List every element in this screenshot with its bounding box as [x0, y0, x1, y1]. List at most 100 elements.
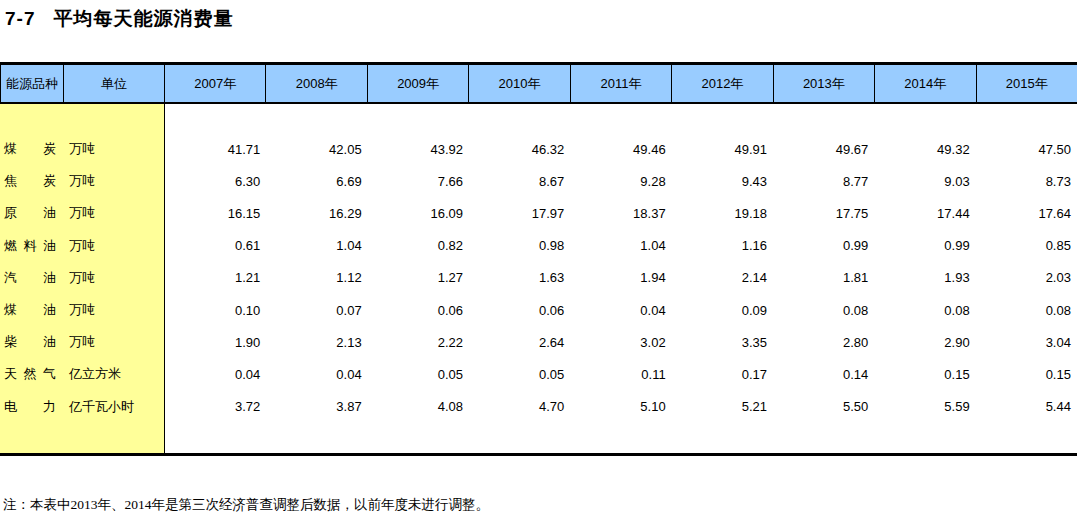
energy-type-cell: 电力: [0, 398, 64, 416]
value-cell: 1.93: [874, 270, 975, 285]
value-cell: 2.90: [874, 335, 975, 350]
energy-type-label: 原油: [4, 204, 56, 222]
energy-type-cell: 汽油: [0, 269, 64, 287]
value-cell: 7.66: [368, 174, 469, 189]
value-cell: 4.70: [469, 399, 570, 414]
value-cell: 6.69: [266, 174, 367, 189]
energy-type-cell: 柴油: [0, 333, 64, 351]
value-cell: 8.67: [469, 174, 570, 189]
value-cell: 49.67: [773, 142, 874, 157]
energy-type-label: 煤油: [4, 301, 56, 319]
value-cell: 0.85: [976, 238, 1077, 253]
value-cell: 17.75: [773, 206, 874, 221]
energy-table: 能源品种 单位 2007年2008年2009年2010年2011年2012年20…: [0, 62, 1077, 456]
value-cell: 0.09: [672, 303, 773, 318]
value-cell: 0.04: [570, 303, 671, 318]
value-cell: 2.80: [773, 335, 874, 350]
value-cell: 0.05: [469, 367, 570, 382]
value-cell: 0.08: [874, 303, 975, 318]
table-row: 煤炭万吨41.7142.0543.9246.3249.4649.9149.674…: [0, 133, 1077, 165]
value-cell: 18.37: [570, 206, 671, 221]
unit-cell: 万吨: [64, 237, 165, 255]
value-cell: 0.17: [672, 367, 773, 382]
unit-cell: 亿立方米: [64, 365, 165, 383]
page: 7-7 平均每天能源消费量 能源品种 单位 2007年2008年2009年2010…: [0, 0, 1077, 521]
value-cell: 3.02: [570, 335, 671, 350]
value-cell: 47.50: [976, 142, 1077, 157]
header-year: 2015年: [977, 65, 1077, 102]
energy-type-label: 煤炭: [4, 140, 56, 158]
value-cell: 0.14: [773, 367, 874, 382]
header-year: 2011年: [571, 65, 672, 102]
value-cell: 1.04: [266, 238, 367, 253]
header-year: 2010年: [469, 65, 570, 102]
value-cell: 1.12: [266, 270, 367, 285]
value-cell: 2.22: [368, 335, 469, 350]
value-cell: 2.14: [672, 270, 773, 285]
value-cell: 1.81: [773, 270, 874, 285]
value-cell: 0.08: [773, 303, 874, 318]
value-cell: 0.05: [368, 367, 469, 382]
value-cell: 8.73: [976, 174, 1077, 189]
table-row: 柴油万吨1.902.132.222.643.023.352.802.903.04: [0, 326, 1077, 358]
unit-cell: 万吨: [64, 269, 165, 287]
value-cell: 1.94: [570, 270, 671, 285]
value-cell: 49.46: [570, 142, 671, 157]
value-cell: 9.03: [874, 174, 975, 189]
value-cell: 5.50: [773, 399, 874, 414]
value-cell: 0.11: [570, 367, 671, 382]
value-cell: 0.10: [165, 303, 266, 318]
value-cell: 16.09: [368, 206, 469, 221]
value-cell: 0.82: [368, 238, 469, 253]
value-cell: 0.99: [874, 238, 975, 253]
value-cell: 1.90: [165, 335, 266, 350]
value-cell: 0.99: [773, 238, 874, 253]
value-cell: 0.06: [368, 303, 469, 318]
value-cell: 0.15: [976, 367, 1077, 382]
value-cell: 16.29: [266, 206, 367, 221]
table-row: 燃料油万吨0.611.040.820.981.041.160.990.990.8…: [0, 230, 1077, 262]
value-cell: 17.97: [469, 206, 570, 221]
header-year-cells: 2007年2008年2009年2010年2011年2012年2013年2014年…: [165, 65, 1077, 102]
value-cell: 1.63: [469, 270, 570, 285]
energy-type-cell: 原油: [0, 204, 64, 222]
energy-type-label: 燃料油: [4, 237, 56, 255]
value-cell: 5.21: [672, 399, 773, 414]
value-cell: 5.44: [976, 399, 1077, 414]
table-number: 7-7: [5, 8, 35, 29]
unit-cell: 万吨: [64, 301, 165, 319]
value-cell: 9.28: [570, 174, 671, 189]
value-cell: 17.44: [874, 206, 975, 221]
value-cell: 0.07: [266, 303, 367, 318]
table-row: 焦炭万吨6.306.697.668.679.289.438.779.038.73: [0, 165, 1077, 197]
energy-type-label: 汽油: [4, 269, 56, 287]
value-cell: 8.77: [773, 174, 874, 189]
energy-type-cell: 煤炭: [0, 140, 64, 158]
value-cell: 3.04: [976, 335, 1077, 350]
title-text: 平均每天能源消费量: [53, 8, 233, 29]
header-year: 2009年: [368, 65, 469, 102]
header-year: 2008年: [266, 65, 367, 102]
value-cell: 0.15: [874, 367, 975, 382]
header-energy-type: 能源品种: [1, 65, 64, 102]
table-row: 原油万吨16.1516.2916.0917.9718.3719.1817.751…: [0, 197, 1077, 229]
footnote: 注：本表中2013年、2014年是第三次经济普查调整后数据，以前年度未进行调整。: [3, 496, 489, 514]
value-cell: 0.04: [266, 367, 367, 382]
value-cell: 6.30: [165, 174, 266, 189]
value-cell: 17.64: [976, 206, 1077, 221]
header-year: 2012年: [672, 65, 773, 102]
header-unit: 单位: [64, 65, 165, 102]
value-cell: 0.06: [469, 303, 570, 318]
header-year: 2013年: [774, 65, 875, 102]
value-cell: 3.35: [672, 335, 773, 350]
value-cell: 16.15: [165, 206, 266, 221]
header-year: 2014年: [875, 65, 976, 102]
energy-type-label: 天然气: [4, 365, 56, 383]
page-title: 7-7 平均每天能源消费量: [5, 6, 233, 32]
energy-type-cell: 煤油: [0, 301, 64, 319]
value-cell: 43.92: [368, 142, 469, 157]
value-cell: 2.03: [976, 270, 1077, 285]
value-cell: 1.16: [672, 238, 773, 253]
energy-type-label: 柴油: [4, 333, 56, 351]
value-cell: 49.91: [672, 142, 773, 157]
